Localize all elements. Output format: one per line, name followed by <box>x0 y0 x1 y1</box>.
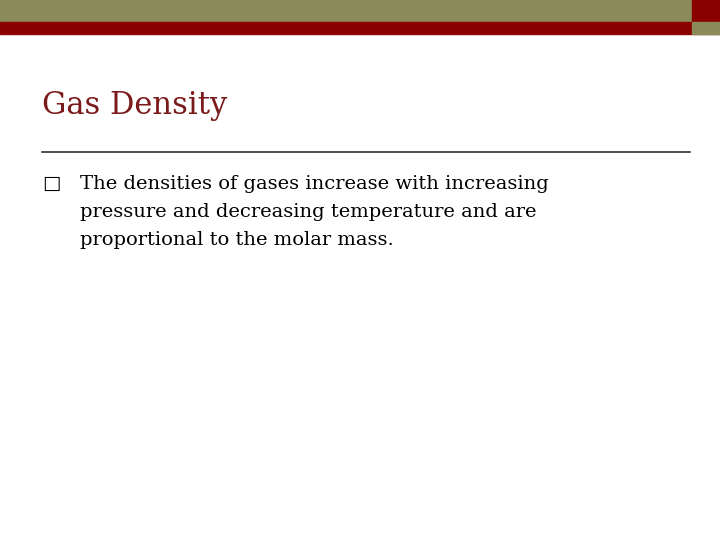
Bar <box>692 0 720 22</box>
Bar <box>692 22 720 34</box>
Text: The densities of gases increase with increasing: The densities of gases increase with inc… <box>80 175 549 193</box>
Bar <box>0 22 720 34</box>
Text: proportional to the molar mass.: proportional to the molar mass. <box>80 231 394 249</box>
Bar <box>0 0 720 22</box>
Text: □: □ <box>42 175 60 193</box>
Text: Gas Density: Gas Density <box>42 90 228 121</box>
Text: pressure and decreasing temperature and are: pressure and decreasing temperature and … <box>80 203 536 221</box>
